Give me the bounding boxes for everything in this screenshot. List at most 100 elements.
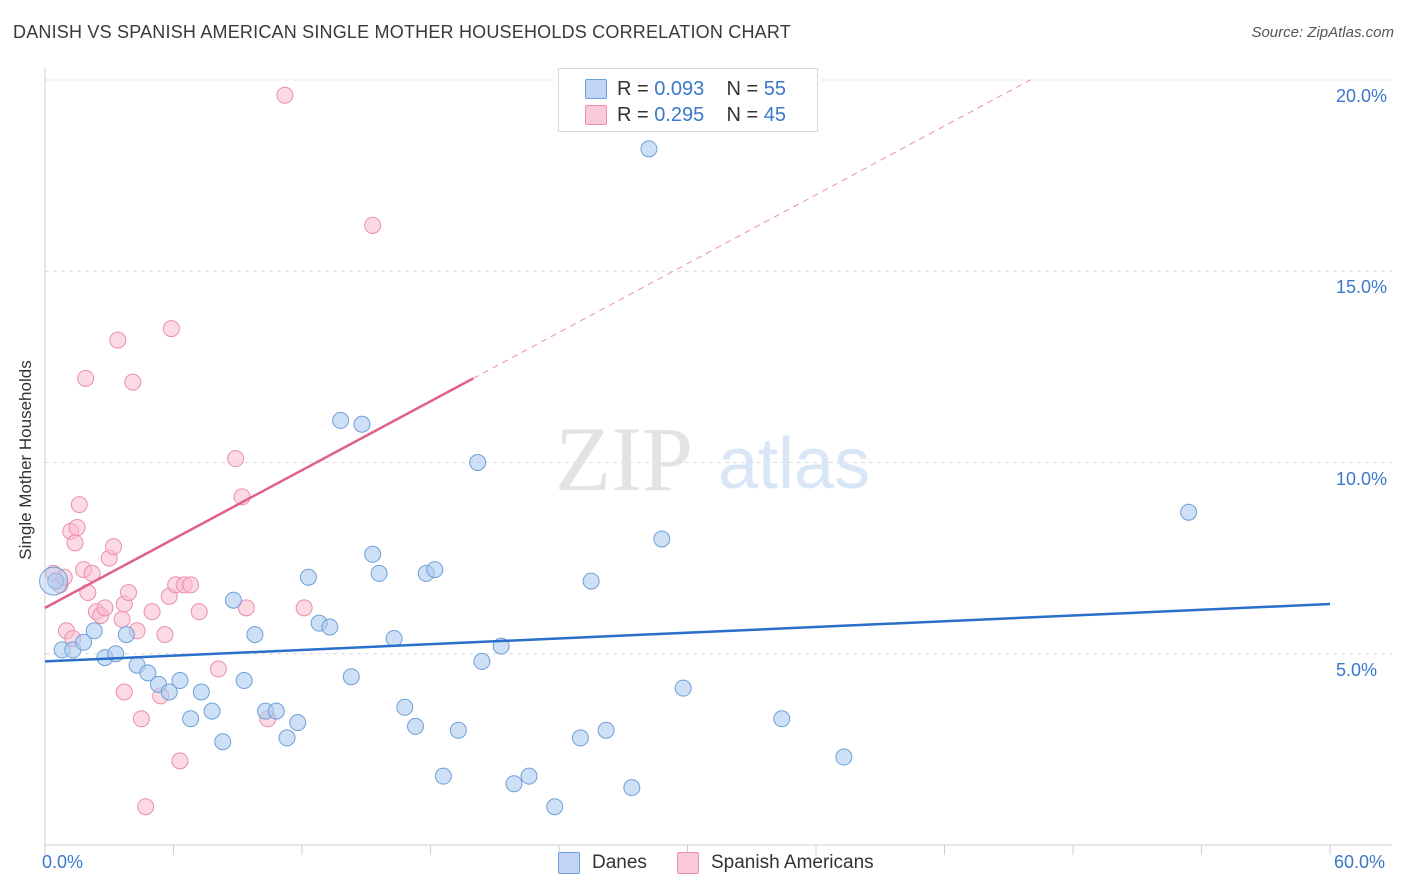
point-spanish-20 xyxy=(124,373,142,391)
point-danes-14 xyxy=(192,683,210,701)
point-danes-17 xyxy=(224,591,242,609)
point-spanish-41 xyxy=(364,216,382,234)
point-spanish-19 xyxy=(120,584,138,602)
axes xyxy=(44,68,1392,855)
trend-spanish xyxy=(44,377,474,609)
grid-lines xyxy=(45,79,1392,655)
point-danes-15 xyxy=(203,702,221,720)
point-danes-40 xyxy=(473,652,491,670)
series-label-spanish: Spanish Americans xyxy=(711,852,874,873)
x-tick-label-max: 60.0% xyxy=(1334,852,1386,872)
legend-r-value-spanish: 0.295 xyxy=(654,103,705,126)
point-danes-34 xyxy=(407,717,425,735)
point-danes-27 xyxy=(332,411,350,429)
point-spanish-28 xyxy=(162,320,180,338)
legend-n-value-danes: 55 xyxy=(763,77,787,100)
point-danes-31 xyxy=(370,564,388,582)
series-legend-danes: Danes xyxy=(558,852,647,874)
stats-legend: R = 0.093 N = 55 R = 0.295 N = 45 xyxy=(558,68,818,132)
point-danes-29 xyxy=(353,415,371,433)
point-spanish-37 xyxy=(237,599,255,617)
point-danes-11 xyxy=(160,683,178,701)
watermark: ZIP atlas xyxy=(555,408,870,510)
point-danes-22 xyxy=(278,729,296,747)
legend-swatch-danes xyxy=(585,79,607,99)
point-danes-23 xyxy=(289,714,307,732)
point-spanish-13 xyxy=(96,599,114,617)
source-label: Source: ZipAtlas.com xyxy=(1251,24,1394,41)
legend-n-label-danes: N = xyxy=(726,77,764,100)
point-danes-32 xyxy=(385,629,403,647)
point-spanish-8 xyxy=(77,369,95,387)
point-danes-47 xyxy=(597,721,615,739)
point-danes-43 xyxy=(520,767,538,785)
point-spanish-17 xyxy=(113,610,131,628)
point-danes-49 xyxy=(640,140,658,158)
series-swatch-danes xyxy=(558,852,580,874)
series-swatch-spanish xyxy=(677,852,699,874)
x-tick-label-min: 0.0% xyxy=(42,852,84,872)
watermark-atlas: atlas xyxy=(718,424,870,504)
point-danes-16 xyxy=(214,733,232,751)
point-spanish-16 xyxy=(109,331,127,349)
point-spanish-33 xyxy=(190,603,208,621)
point-danes-30 xyxy=(364,545,382,563)
point-spanish-30 xyxy=(171,752,189,770)
point-danes-52 xyxy=(773,710,791,728)
point-danes-51 xyxy=(674,679,692,697)
legend-swatch-spanish xyxy=(585,105,607,125)
point-danes-24 xyxy=(299,568,317,586)
point-spanish-6 xyxy=(70,496,88,514)
watermark-zip: ZIP xyxy=(555,408,693,510)
point-danes-cluster xyxy=(39,566,69,596)
point-danes-50 xyxy=(653,530,671,548)
point-danes-3 xyxy=(75,633,93,651)
legend-n-value-spanish: 45 xyxy=(763,103,787,126)
point-spanish-22 xyxy=(132,710,150,728)
point-danes-9 xyxy=(139,664,157,682)
point-danes-42 xyxy=(505,775,523,793)
trend-lines xyxy=(44,79,1331,663)
point-danes-36 xyxy=(426,561,444,579)
point-spanish-24 xyxy=(143,603,161,621)
series-legend-spanish: Spanish Americans xyxy=(677,852,874,874)
point-spanish-32 xyxy=(182,576,200,594)
point-spanish-34 xyxy=(209,660,227,678)
point-danes-48 xyxy=(623,779,641,797)
point-danes-44 xyxy=(546,798,564,816)
point-danes-21 xyxy=(267,702,285,720)
y-tick-label-1: 10.0% xyxy=(1336,468,1388,489)
point-spanish-4 xyxy=(66,534,84,552)
point-danes-53 xyxy=(835,748,853,766)
y-tick-label-0: 5.0% xyxy=(1336,659,1378,680)
point-danes-12 xyxy=(171,672,189,690)
legend-r-label-danes: R = xyxy=(617,77,655,100)
point-danes-54 xyxy=(1180,503,1198,521)
point-danes-4 xyxy=(85,622,103,640)
point-spanish-15 xyxy=(105,538,123,556)
point-spanish-26 xyxy=(156,626,174,644)
point-spanish-39 xyxy=(276,86,294,104)
point-danes-38 xyxy=(449,721,467,739)
point-spanish-5 xyxy=(68,519,86,537)
point-danes-26 xyxy=(321,618,339,636)
y-tick-label-3: 20.0% xyxy=(1336,86,1388,106)
point-danes-13 xyxy=(182,710,200,728)
point-danes-39 xyxy=(469,454,487,471)
y-tick-label-2: 15.0% xyxy=(1336,277,1388,298)
series-label-danes: Danes xyxy=(592,852,647,873)
point-spanish-23 xyxy=(137,798,155,816)
point-danes-33 xyxy=(396,698,414,716)
trend-danes xyxy=(44,602,1331,663)
chart-title: DANISH VS SPANISH AMERICAN SINGLE MOTHER… xyxy=(13,22,791,42)
point-danes-7 xyxy=(117,626,135,644)
point-danes-28 xyxy=(342,668,360,686)
point-spanish-35 xyxy=(227,450,245,468)
legend-n-label-spanish: N = xyxy=(726,103,764,126)
point-spanish-40 xyxy=(295,599,313,617)
legend-r-value-danes: 0.093 xyxy=(654,77,705,100)
point-spanish-42 xyxy=(115,683,133,701)
y-axis-label: Single Mother Households xyxy=(16,360,35,560)
point-danes-46 xyxy=(582,572,600,590)
